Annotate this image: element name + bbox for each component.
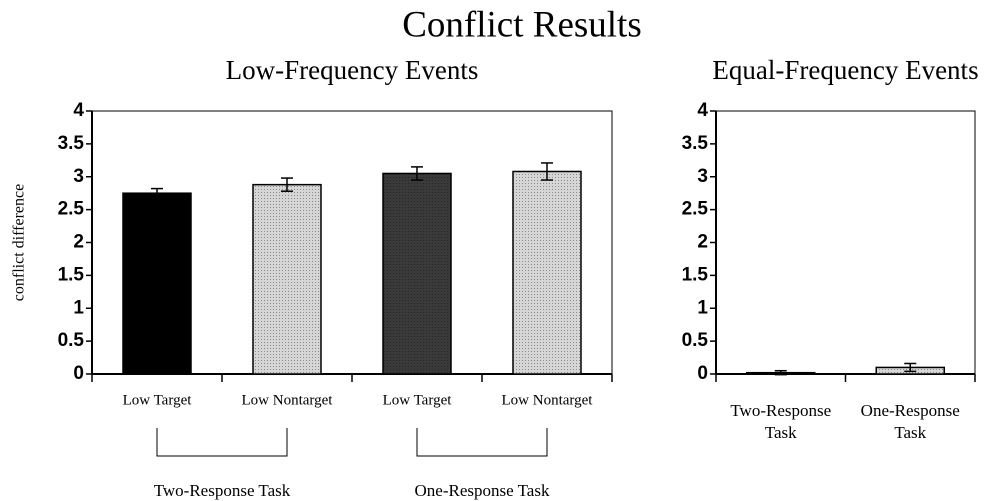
y-tick-label: 3 bbox=[697, 166, 708, 187]
x-tick-label: Low Target bbox=[383, 392, 453, 408]
y-tick-label: 2.5 bbox=[682, 199, 709, 220]
error-bar bbox=[151, 187, 163, 199]
y-tick-label: 1.5 bbox=[682, 264, 709, 285]
chart-title: Equal-Frequency Events bbox=[712, 55, 978, 85]
bar bbox=[122, 192, 192, 375]
y-tick-label: 4 bbox=[697, 100, 708, 121]
chart-title: Low-Frequency Events bbox=[226, 55, 479, 85]
y-tick-label: 0 bbox=[73, 363, 84, 384]
y-tick-label: 1 bbox=[73, 297, 84, 318]
x-tick-label: Low Target bbox=[123, 392, 193, 408]
y-tick-label: 3.5 bbox=[682, 133, 709, 154]
y-tick-label: 0 bbox=[697, 363, 708, 384]
y-tick-label: 2 bbox=[697, 232, 708, 253]
error-bar bbox=[904, 362, 917, 373]
figure-title: Conflict Results bbox=[402, 4, 641, 45]
y-axis-label: conflict difference bbox=[11, 184, 28, 301]
y-tick-label: 1 bbox=[697, 297, 708, 318]
group-bracket bbox=[416, 428, 548, 457]
y-tick-label: 0.5 bbox=[58, 330, 85, 351]
y-tick-label: 2 bbox=[73, 232, 84, 253]
group-label: Two-Response Task bbox=[154, 481, 291, 500]
error-bar bbox=[774, 369, 787, 376]
error-bar bbox=[541, 162, 553, 181]
y-tick-label: 2.5 bbox=[58, 199, 85, 220]
bar-texture bbox=[513, 171, 581, 374]
bar-texture bbox=[383, 173, 451, 374]
x-tick-label-box: One-Response Task bbox=[860, 401, 960, 442]
y-tick-label: 0.5 bbox=[682, 330, 709, 351]
error-bar bbox=[281, 177, 293, 192]
x-tick-label: One-Response Task bbox=[860, 401, 960, 442]
x-tick-label-box: Two-Response Task bbox=[730, 401, 832, 442]
y-tick-label: 3 bbox=[73, 166, 84, 187]
plot-frame bbox=[715, 110, 976, 375]
x-tick-label: Low Nontarget bbox=[242, 392, 334, 408]
group-bracket bbox=[156, 428, 288, 457]
y-tick-label: 4 bbox=[73, 100, 84, 121]
y-tick-label: 1.5 bbox=[58, 264, 85, 285]
x-tick-label: Low Nontarget bbox=[502, 392, 594, 408]
group-label: One-Response Task bbox=[415, 481, 550, 500]
y-tick-label: 3.5 bbox=[58, 133, 85, 154]
error-bar bbox=[411, 166, 423, 181]
bar-texture bbox=[253, 184, 321, 374]
x-tick-label: Two-Response Task bbox=[730, 401, 832, 442]
